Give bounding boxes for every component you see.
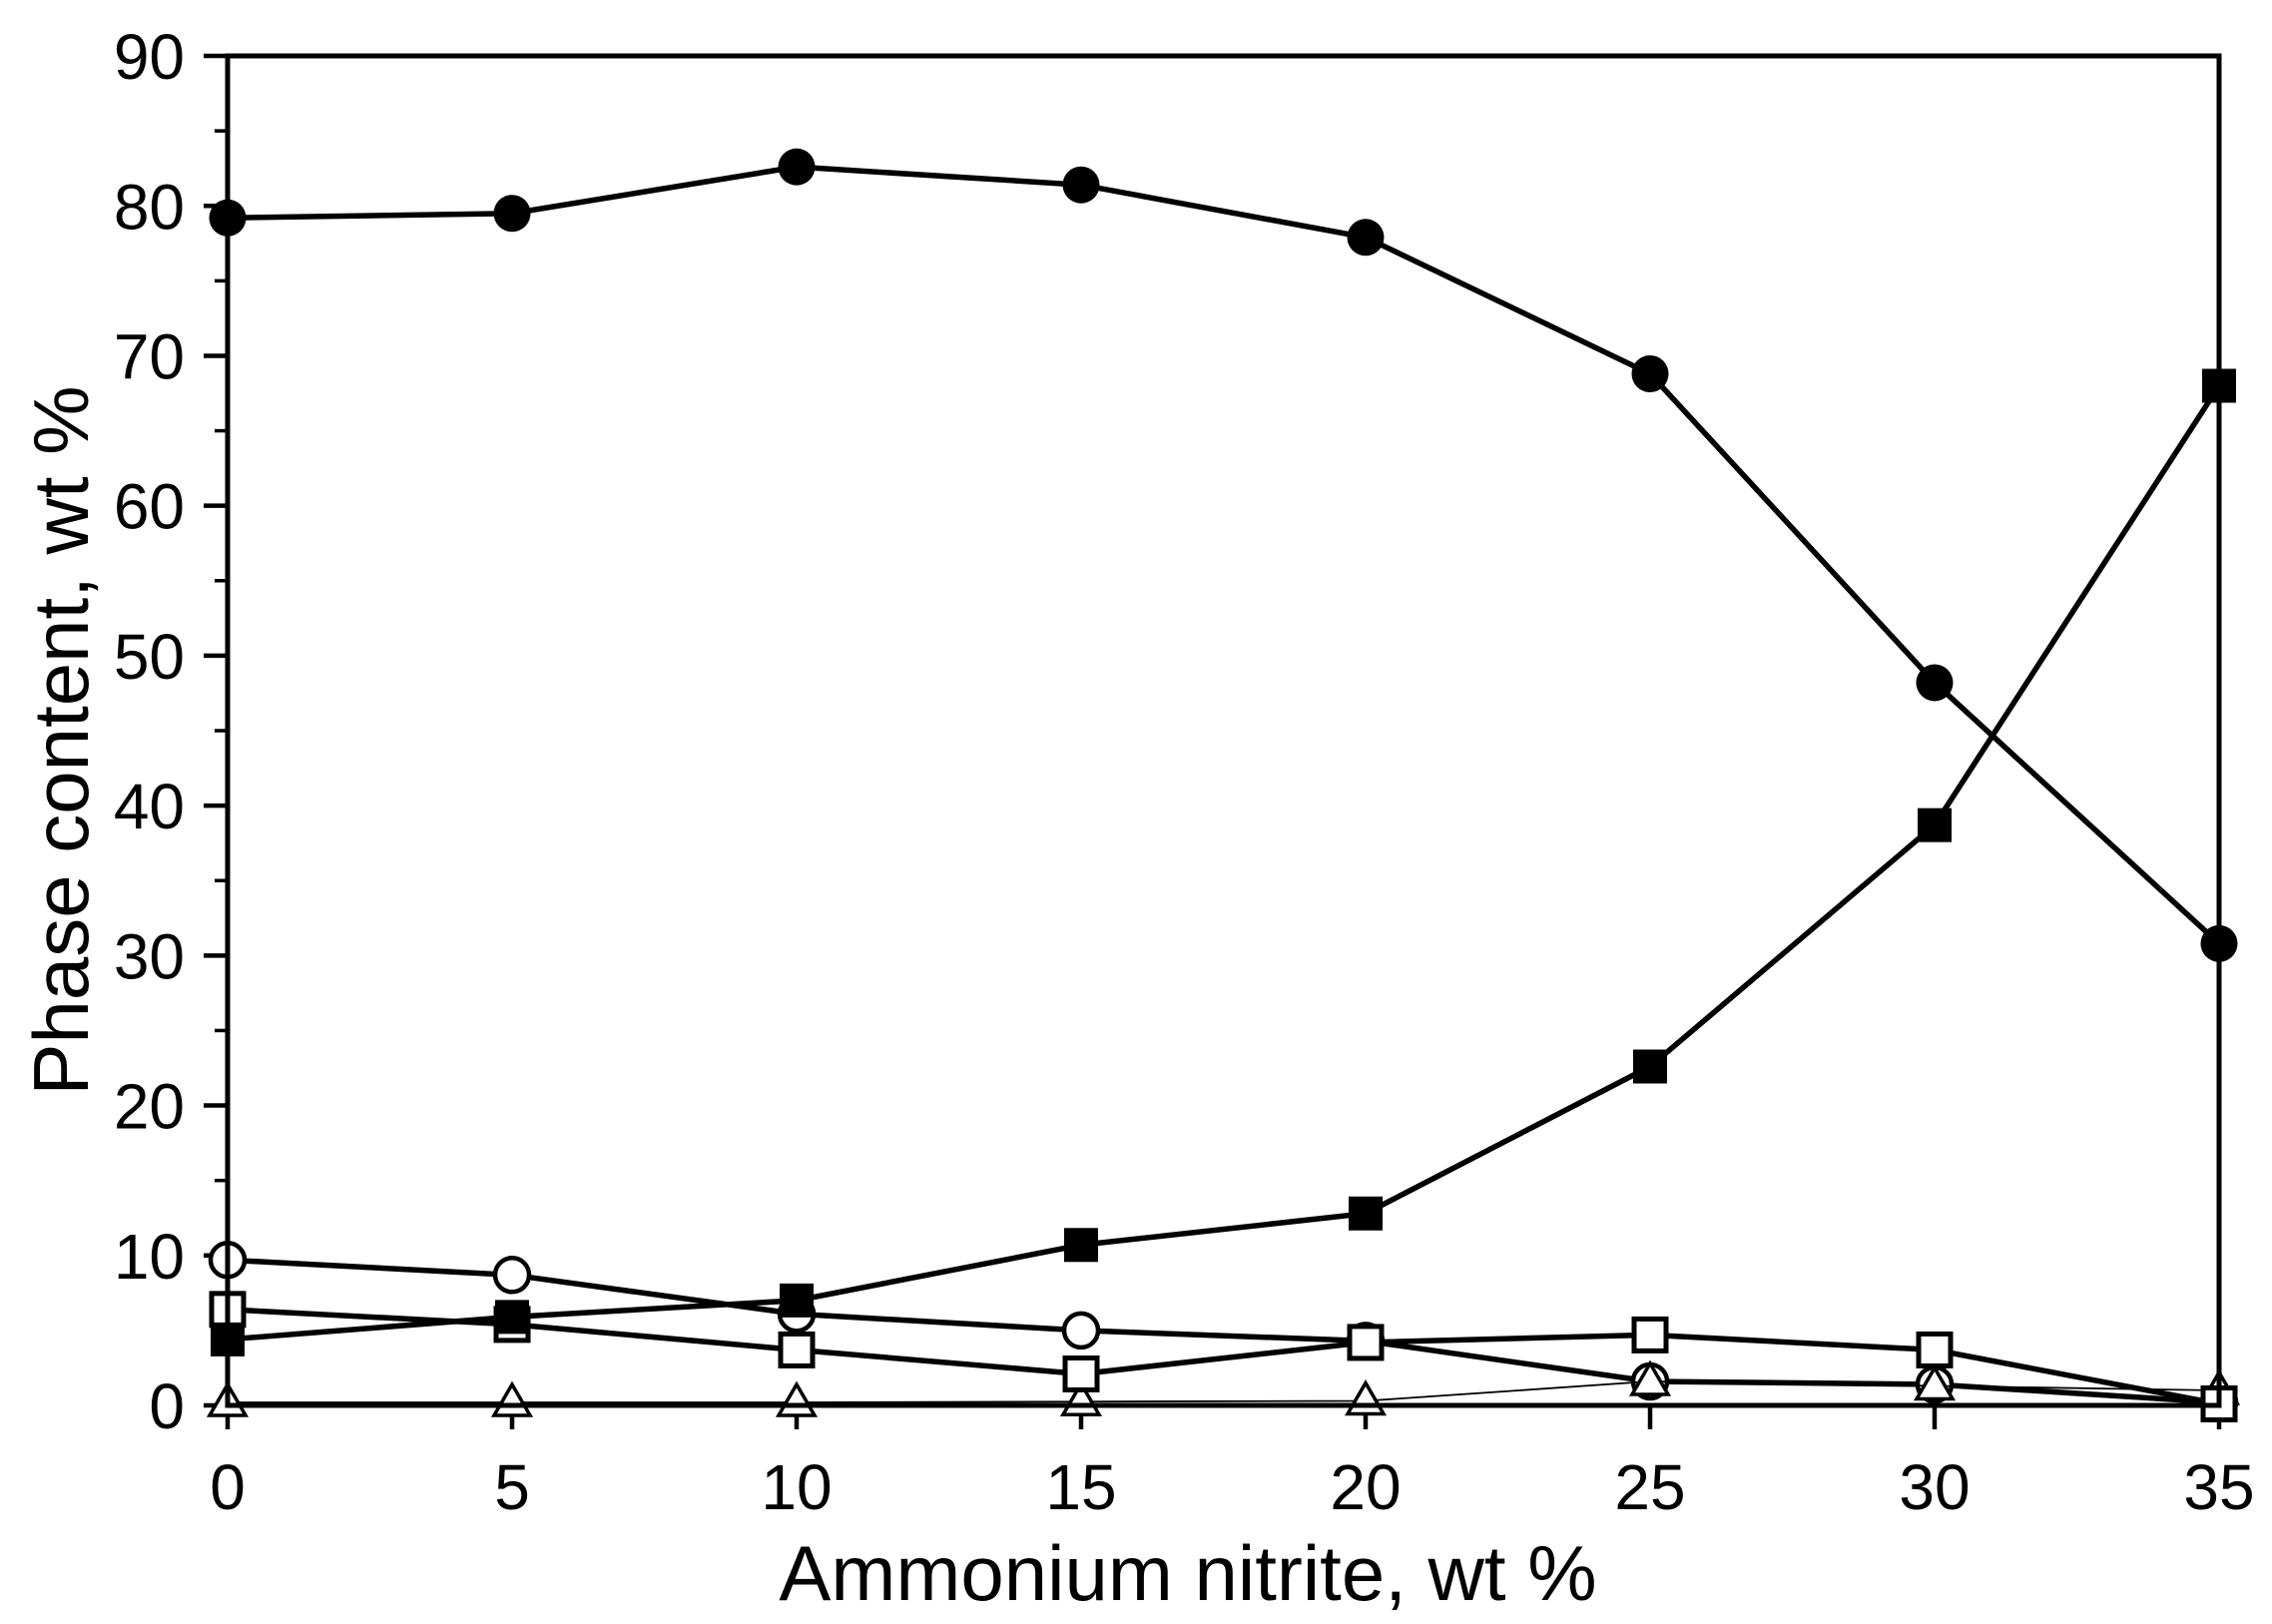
y-tick-label: 70 [114,321,185,393]
y-tick-label: 80 [114,171,185,243]
y-axis-tick-labels: 0 10 20 30 40 50 60 70 80 90 [114,21,185,1442]
series-line-open-square-phase [227,1307,2220,1407]
data-point-filled-circle-phase [1062,166,1100,204]
data-point-filled-square-phase [1349,1196,1383,1231]
data-point-open-square-phase [778,1331,816,1368]
x-tick-label: 30 [1899,1451,1970,1523]
data-point-filled-square-phase [495,1300,529,1335]
y-tick-label: 20 [114,1071,185,1143]
x-tick-label: 35 [2183,1451,2254,1523]
data-point-open-square-phase [1916,1331,1954,1368]
x-tick-label: 5 [494,1451,530,1523]
data-point-filled-circle-phase [1347,219,1385,257]
data-point-filled-circle-phase [778,148,816,186]
x-tick-label: 20 [1330,1451,1401,1523]
data-point-open-square-phase [1631,1316,1669,1353]
y-tick-label: 60 [114,471,185,543]
data-point-filled-circle-phase [1916,664,1954,702]
y-tick-label: 10 [114,1221,185,1293]
x-tick-label: 15 [1045,1451,1116,1523]
series-line-filled-square-phase [227,384,2222,1343]
series-line-filled-circle-phase [227,164,2221,946]
x-tick-label: 10 [761,1451,832,1523]
y-tick-label: 90 [114,21,185,93]
x-tick-label: 0 [210,1451,246,1523]
data-point-open-circle-phase [1061,1311,1101,1351]
y-tick-label: 0 [149,1370,185,1442]
data-point-filled-circle-phase [493,195,531,233]
data-point-open-triangle-phase [1628,1359,1672,1396]
y-tick-label: 50 [114,621,185,693]
data-point-open-triangle-phase [1913,1363,1957,1401]
data-point-filled-square-phase [1064,1228,1098,1263]
data-point-filled-circle-phase [1631,354,1669,392]
data-point-filled-square-phase [1633,1049,1667,1084]
data-point-filled-square-phase [780,1283,814,1318]
data-point-open-circle-phase [492,1256,532,1295]
data-point-open-square-phase [1347,1324,1385,1361]
x-tick-label: 25 [1614,1451,1685,1523]
y-tick-label: 40 [114,771,185,842]
data-point-filled-square-phase [1918,808,1952,842]
series-line-open-triangle-phase [228,1380,2220,1403]
series-line-open-circle-phase [227,1257,2220,1405]
data-series-layer [206,148,2241,1422]
x-axis-title: Ammonium nitrite, wt % [779,1529,1596,1617]
x-axis-tick-labels: 0 5 10 15 20 25 30 35 [210,1451,2254,1523]
y-axis-title: Phase content, wt % [17,385,105,1095]
y-tick-label: 30 [114,920,185,992]
data-point-open-square-phase [1062,1354,1100,1392]
plot-frame [225,53,2222,1408]
